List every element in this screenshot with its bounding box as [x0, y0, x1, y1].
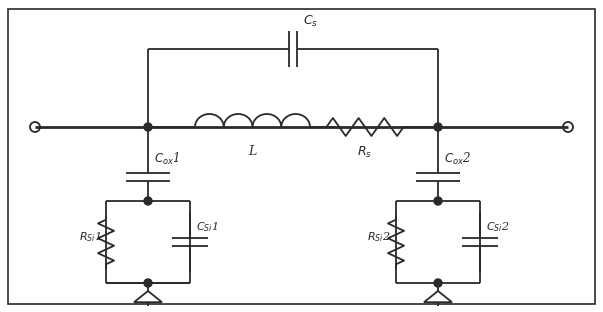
- Text: $C_{Si}$1: $C_{Si}$1: [196, 220, 218, 234]
- Circle shape: [434, 197, 442, 205]
- Text: $R_s$: $R_s$: [358, 145, 373, 160]
- Text: $R_{Si}$2: $R_{Si}$2: [367, 230, 391, 244]
- Circle shape: [144, 279, 152, 287]
- Circle shape: [434, 123, 442, 131]
- Text: $C_{ox}$2: $C_{ox}$2: [444, 151, 472, 167]
- Circle shape: [144, 197, 152, 205]
- Circle shape: [434, 279, 442, 287]
- Text: $C_{Si}$2: $C_{Si}$2: [486, 220, 510, 234]
- Text: L: L: [248, 145, 257, 158]
- Circle shape: [144, 123, 152, 131]
- Text: $R_{Si}$1: $R_{Si}$1: [79, 230, 101, 244]
- Text: $C_s$: $C_s$: [303, 14, 318, 29]
- Text: $C_{ox}$1: $C_{ox}$1: [154, 151, 180, 167]
